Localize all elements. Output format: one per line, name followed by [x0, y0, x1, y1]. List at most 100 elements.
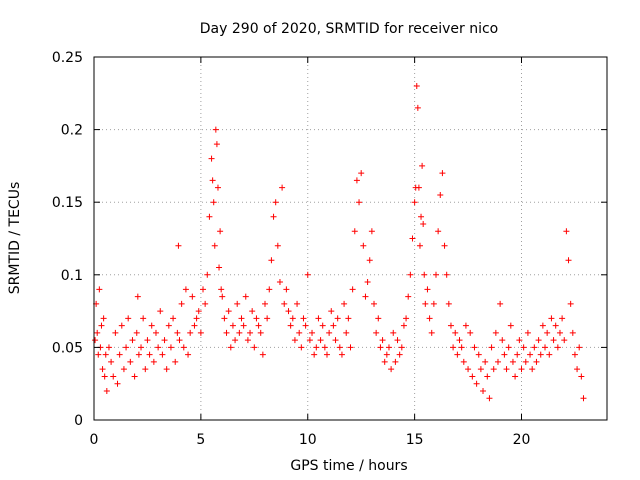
data-point — [332, 337, 339, 344]
data-point — [125, 315, 132, 322]
data-point — [407, 271, 414, 278]
data-point — [202, 300, 209, 307]
data-point — [274, 242, 281, 249]
data-point — [330, 322, 337, 329]
data-point — [221, 315, 228, 322]
data-point — [296, 329, 303, 336]
data-point — [197, 329, 204, 336]
data-point — [385, 344, 392, 351]
data-point — [505, 344, 512, 351]
data-point — [552, 322, 559, 329]
data-point — [509, 358, 516, 365]
data-point — [247, 329, 254, 336]
data-point — [142, 366, 149, 373]
data-point — [234, 300, 241, 307]
data-point — [454, 351, 461, 358]
data-point — [244, 337, 251, 344]
data-point — [398, 344, 405, 351]
data-point — [580, 395, 587, 402]
data-point — [213, 141, 220, 148]
data-point — [465, 366, 472, 373]
data-point — [159, 351, 166, 358]
data-point — [133, 329, 140, 336]
data-point — [428, 329, 435, 336]
data-point — [403, 315, 410, 322]
data-point — [108, 358, 115, 365]
data-point — [414, 104, 421, 111]
data-point — [548, 315, 555, 322]
x-tick-label: 20 — [513, 432, 531, 448]
data-point — [356, 199, 363, 206]
data-point — [392, 358, 399, 365]
data-point — [424, 286, 431, 293]
data-point — [492, 329, 499, 336]
data-point — [531, 344, 538, 351]
data-point — [236, 329, 243, 336]
data-point — [338, 351, 345, 358]
tick-labels: 0 5 10 15 20 0 0.05 0.1 0.15 0.2 0.25 — [52, 50, 531, 448]
data-point — [362, 293, 369, 300]
data-point — [537, 351, 544, 358]
data-point — [351, 228, 358, 235]
data-point — [460, 358, 467, 365]
data-point — [477, 366, 484, 373]
data-point — [140, 315, 147, 322]
data-point — [294, 300, 301, 307]
data-point — [313, 344, 320, 351]
data-point — [497, 300, 504, 307]
data-point — [565, 257, 572, 264]
data-point — [445, 300, 452, 307]
data-point — [100, 315, 107, 322]
data-point — [520, 344, 527, 351]
data-point — [341, 300, 348, 307]
data-point — [191, 322, 198, 329]
data-point — [311, 351, 318, 358]
data-point — [217, 228, 224, 235]
data-point — [366, 257, 373, 264]
data-point — [334, 315, 341, 322]
data-point — [512, 373, 519, 380]
data-point — [471, 344, 478, 351]
data-point — [146, 351, 153, 358]
data-point — [163, 366, 170, 373]
data-point — [484, 373, 491, 380]
data-point — [435, 228, 442, 235]
data-point — [567, 300, 574, 307]
data-point — [174, 329, 181, 336]
data-point — [409, 235, 416, 242]
data-point — [110, 373, 117, 380]
data-point — [490, 366, 497, 373]
data-point — [550, 337, 557, 344]
data-point — [556, 329, 563, 336]
x-tick-label: 0 — [90, 432, 99, 448]
x-tick-label: 5 — [196, 432, 205, 448]
data-points — [92, 83, 587, 402]
data-point — [253, 315, 260, 322]
y-tick-label: 0.15 — [52, 195, 83, 211]
data-point — [95, 351, 102, 358]
data-point — [304, 271, 311, 278]
data-point — [161, 337, 168, 344]
data-point — [326, 329, 333, 336]
x-axis-label: GPS time / hours — [290, 458, 407, 474]
data-point — [209, 177, 216, 184]
data-point — [578, 373, 585, 380]
data-point — [486, 395, 493, 402]
data-point — [211, 242, 218, 249]
data-point — [439, 170, 446, 177]
data-point — [165, 322, 172, 329]
data-point — [452, 329, 459, 336]
data-point — [300, 315, 307, 322]
x-tick-label: 15 — [406, 432, 424, 448]
data-point — [426, 315, 433, 322]
data-point — [98, 322, 105, 329]
data-point — [413, 83, 420, 90]
data-point — [185, 351, 192, 358]
data-point — [195, 308, 202, 315]
data-point — [114, 380, 121, 387]
data-point — [214, 184, 221, 191]
data-point — [287, 322, 294, 329]
data-point — [94, 329, 101, 336]
data-point — [268, 257, 275, 264]
data-point — [92, 337, 99, 344]
